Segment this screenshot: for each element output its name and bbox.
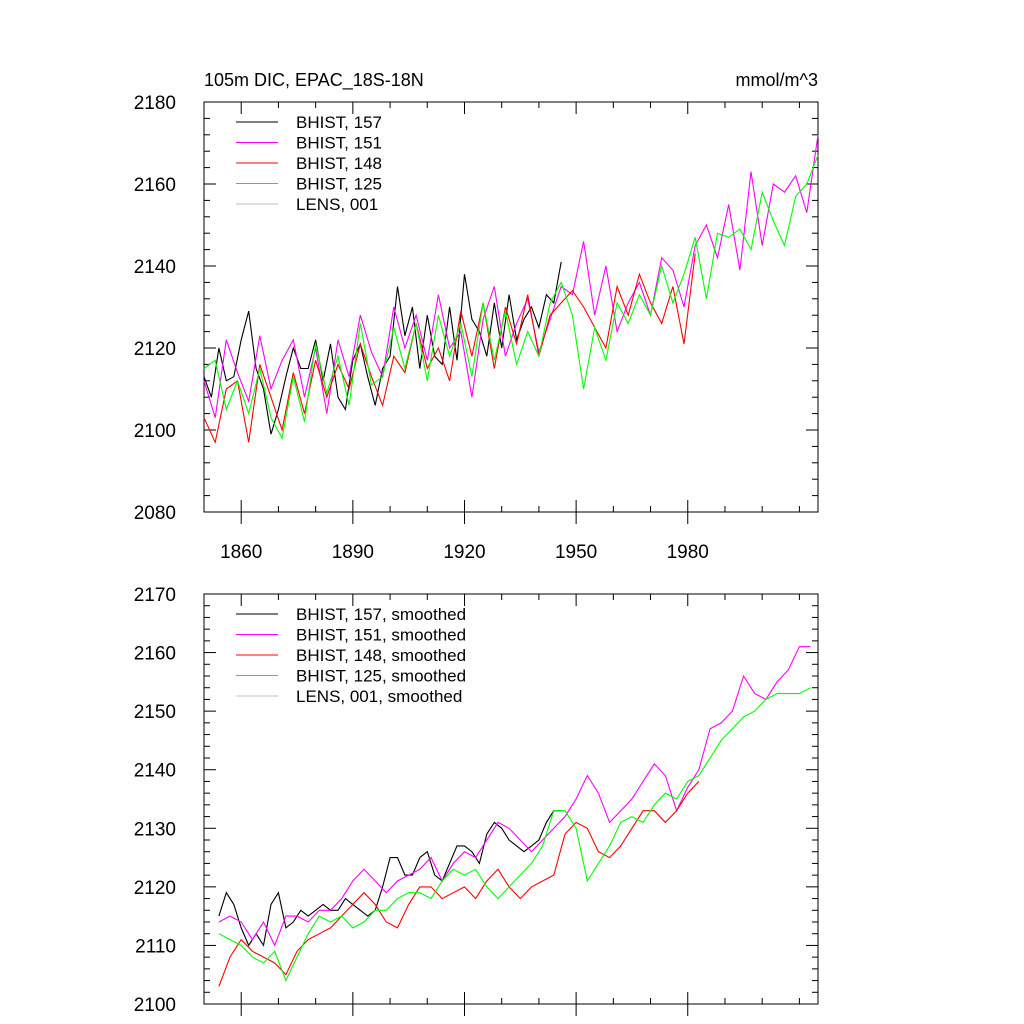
panel2-y-tick-label: 2140: [134, 761, 176, 782]
panel2-y-tick-label: 2130: [134, 819, 176, 840]
panel2-legend-label: BHIST, 151, smoothed: [296, 626, 466, 645]
panel1-series-line-3: [203, 253, 696, 445]
panel2-y-tick-label: 2170: [134, 585, 176, 606]
panel2-series-line-4: [218, 687, 811, 983]
panel1-x-tick-label: 1980: [667, 542, 709, 563]
panel1-legend-label: BHIST, 125: [296, 175, 382, 194]
panel1-y-tick-label: 2160: [134, 175, 176, 196]
panel2-legend-label: LENS, 001, smoothed: [296, 687, 462, 706]
panel1-y-tick-label: 2080: [134, 503, 176, 524]
panel1-series-line-1: [203, 261, 562, 435]
panel1-y-tick-label: 2100: [134, 421, 176, 442]
panel2-plot-frame: [203, 593, 819, 1005]
panel1-x-tick-label: 1950: [555, 542, 597, 563]
panel1-x-tick-label: 1920: [443, 542, 485, 563]
panel2-y-tick-label: 2160: [134, 644, 176, 665]
panel2-legend-label: BHIST, 157, smoothed: [296, 605, 466, 624]
panel2-legend-label: BHIST, 125, smoothed: [296, 667, 466, 686]
panel2-series-line-2: [218, 646, 811, 947]
panel1-legend-label: BHIST, 151: [296, 134, 382, 153]
panel1-y-tick-label: 2120: [134, 339, 176, 360]
panel1-series-line-4: [203, 155, 819, 440]
chart-units: mmol/m^3: [736, 70, 818, 90]
panel2-y-tick-label: 2120: [134, 878, 176, 899]
panel1-legend-label: BHIST, 157: [296, 113, 382, 132]
panel2-legend-label: BHIST, 148, smoothed: [296, 646, 466, 665]
panel1-y-tick-label: 2180: [134, 93, 176, 114]
panel2-series-line-3: [218, 781, 700, 987]
panel1-y-tick-label: 2140: [134, 257, 176, 278]
panel1-plot-frame: [203, 101, 819, 513]
panel2-y-tick-label: 2110: [135, 936, 176, 957]
panel2-y-tick-label: 2100: [134, 995, 176, 1016]
panel1-legend-label: BHIST, 148: [296, 154, 382, 173]
panel1-x-tick-label: 1890: [332, 542, 374, 563]
panel2-y-tick-label: 2150: [134, 702, 176, 723]
panel1-x-tick-label: 1860: [220, 542, 262, 563]
chart-title: 105m DIC, EPAC_18S-18N: [204, 70, 424, 91]
panel2-series-line-1: [218, 810, 562, 947]
panel1-legend-label: LENS, 001: [296, 195, 378, 214]
